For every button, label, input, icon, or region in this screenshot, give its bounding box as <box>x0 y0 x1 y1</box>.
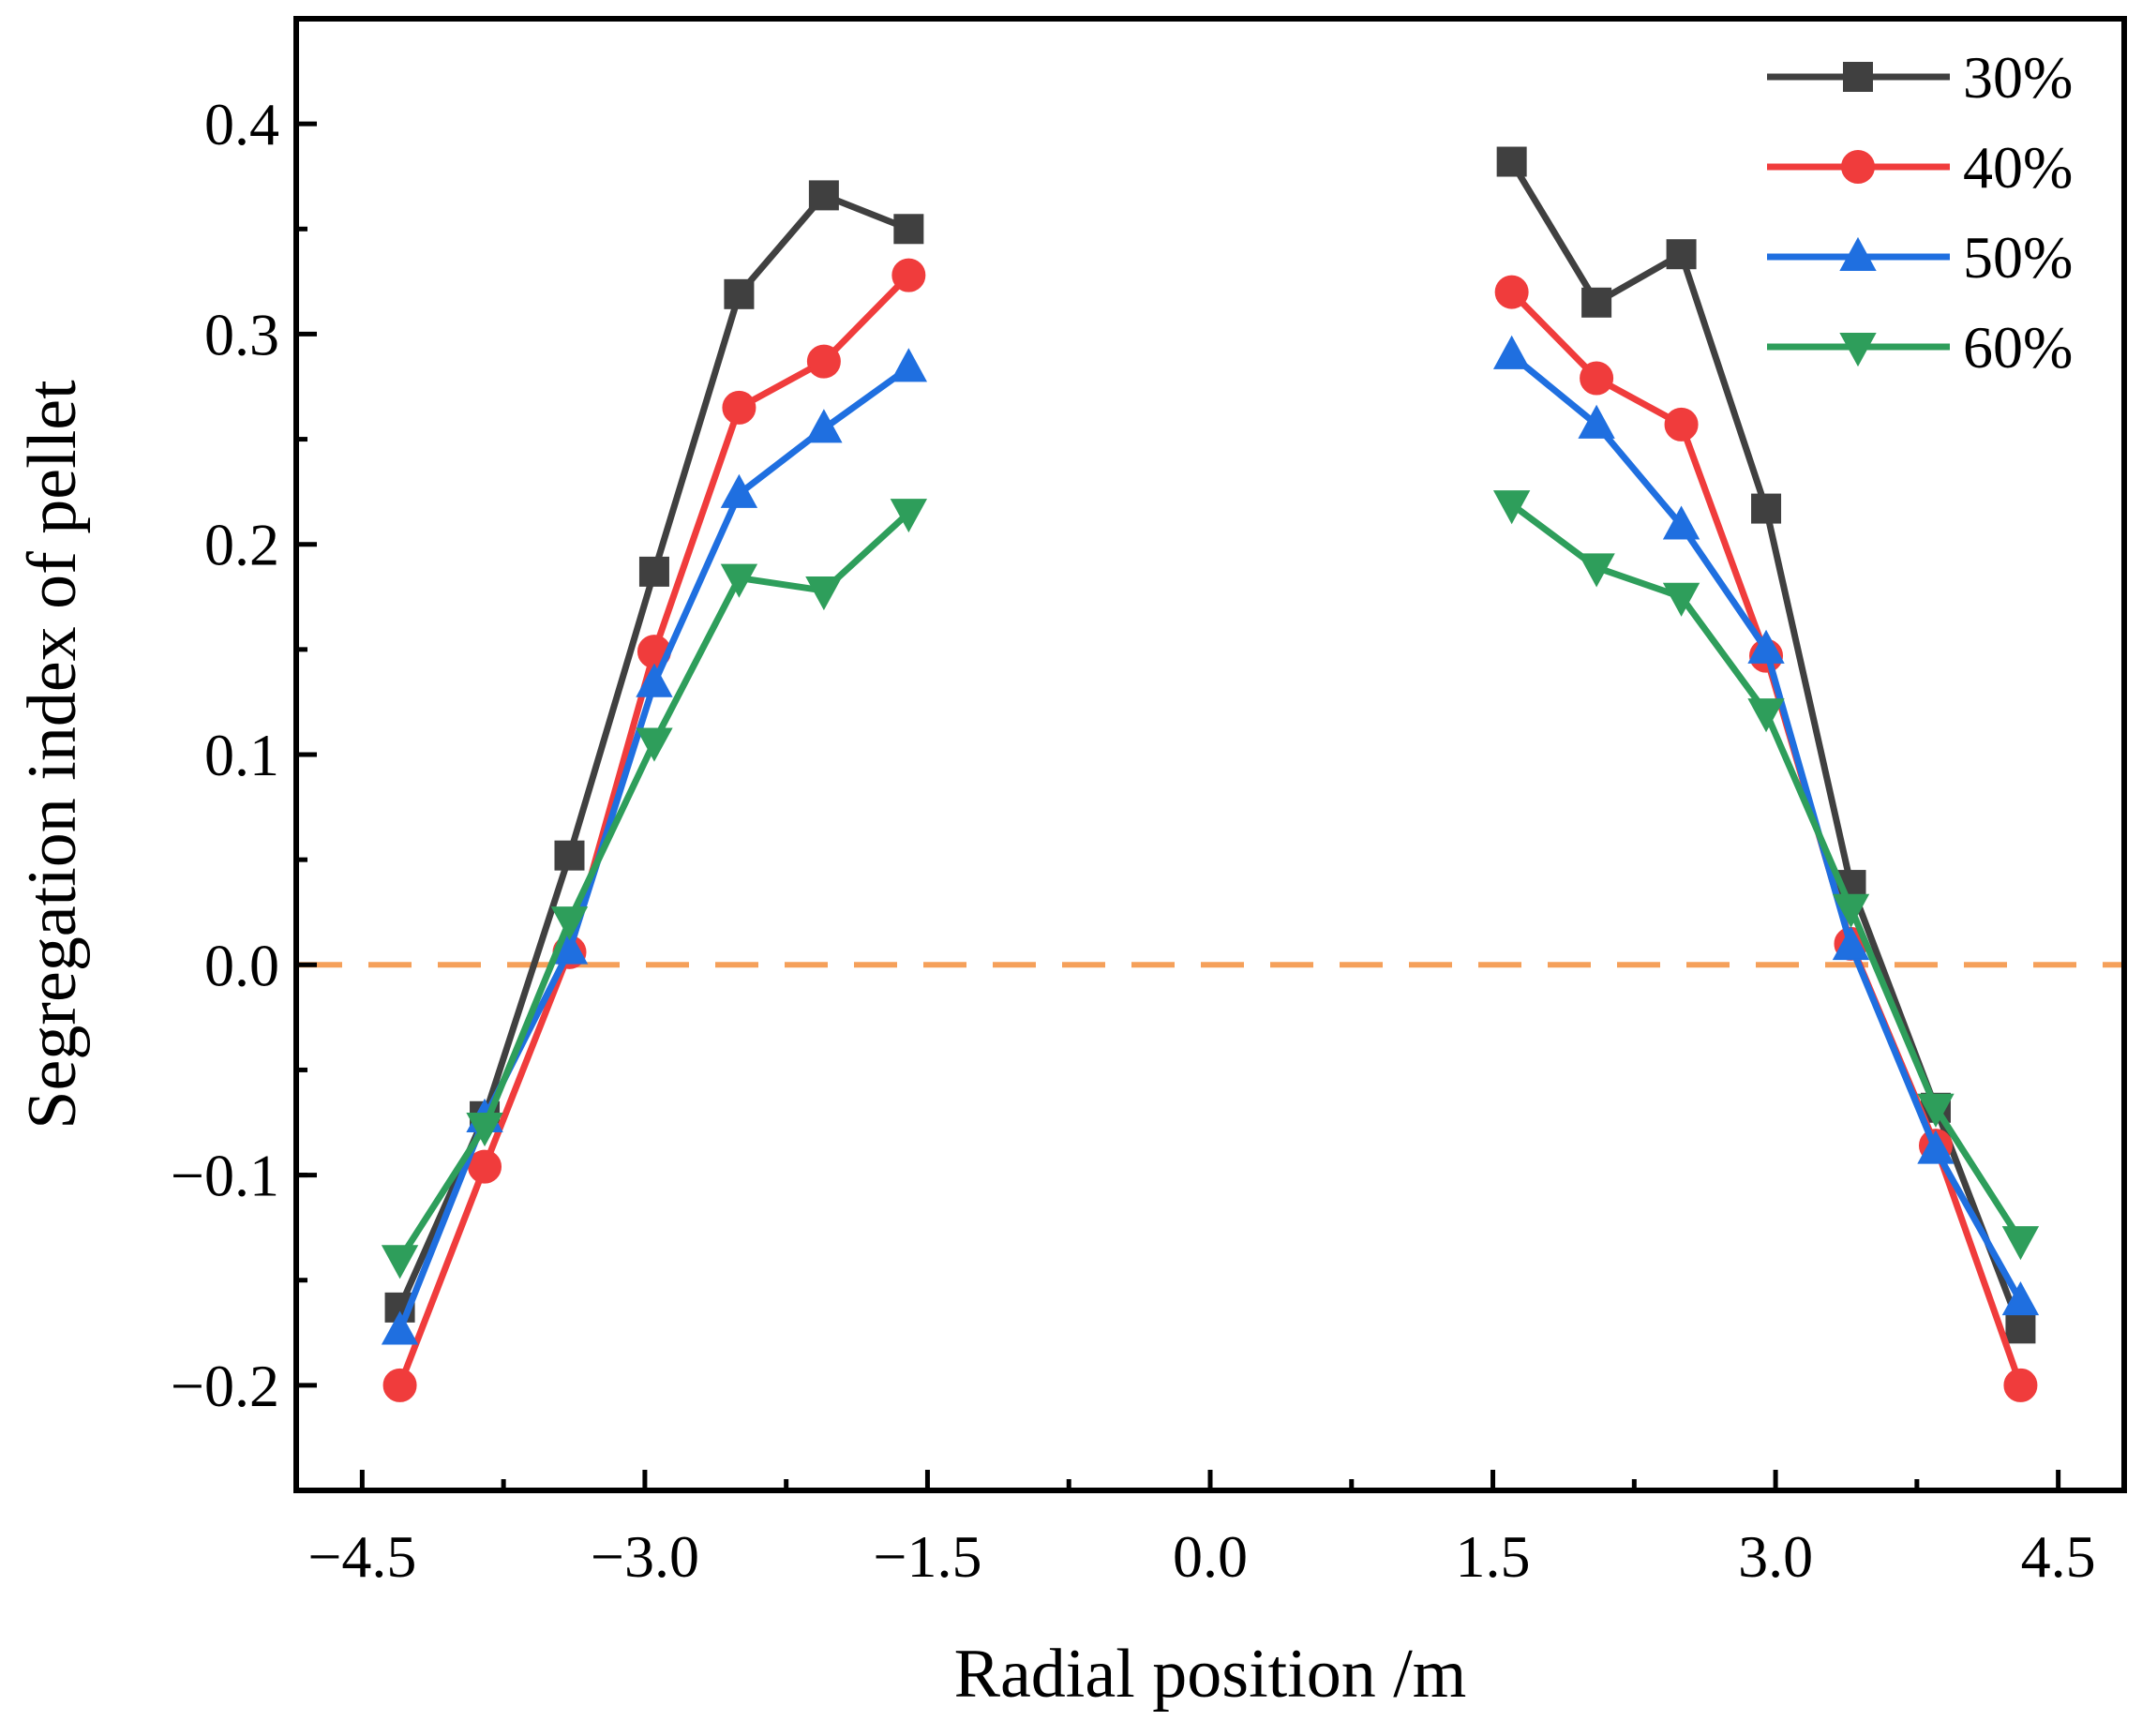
y-tick-label: 0.3 <box>204 301 279 367</box>
y-tick-label: 0.1 <box>204 722 279 788</box>
legend-marker <box>1839 236 1877 271</box>
data-point <box>805 409 843 443</box>
legend-marker <box>1841 150 1875 184</box>
legend-item: 50% <box>1767 224 2073 291</box>
data-point <box>722 390 756 425</box>
y-tick-label: −0.2 <box>171 1353 279 1419</box>
series-1 <box>382 258 2038 1402</box>
data-point <box>1494 275 1529 309</box>
x-tick-label: −3.0 <box>591 1523 699 1590</box>
data-point <box>554 840 585 871</box>
data-point <box>381 1245 419 1280</box>
data-point <box>805 576 843 611</box>
data-point <box>1832 893 1870 928</box>
data-point <box>2001 1226 2040 1261</box>
data-point <box>890 499 928 533</box>
data-point <box>1578 553 1615 588</box>
legend-marker <box>1843 62 1873 92</box>
data-point <box>1662 505 1700 540</box>
legend-item: 40% <box>1767 134 2073 201</box>
data-point <box>890 348 928 382</box>
x-tick-label: −4.5 <box>307 1523 416 1590</box>
y-tick-label: 0.2 <box>204 512 279 578</box>
data-point <box>1662 582 1700 617</box>
legend-label: 40% <box>1963 134 2073 201</box>
data-point <box>2005 1313 2036 1344</box>
data-point <box>1747 629 1785 664</box>
data-point <box>720 473 758 508</box>
y-axis-title: Segregation index of pellet <box>14 380 91 1130</box>
axis-ticks: −4.5 −3.0 −1.5 0.0 1.5 3.0 4.5 −0.2 −0.1 0.0 0.1 0.… <box>171 91 2096 1590</box>
data-point <box>636 663 673 697</box>
x-tick-label: 0.0 <box>1173 1523 1248 1590</box>
legend: 30% 40% 50% 60% <box>1767 44 2073 381</box>
legend-marker <box>1839 333 1877 367</box>
data-point <box>1492 490 1531 525</box>
data-point <box>1832 926 1870 961</box>
data-point <box>636 727 673 762</box>
data-point <box>1496 146 1527 177</box>
series-line-right <box>1509 290 2024 1387</box>
data-point <box>2001 1281 2040 1316</box>
data-point <box>1492 335 1531 369</box>
plot-frame <box>293 16 2127 1493</box>
legend-label: 50% <box>1963 224 2073 291</box>
y-tick-label: 0.4 <box>204 91 279 157</box>
legend-item: 60% <box>1767 314 2073 381</box>
data-point <box>806 344 841 379</box>
data-point <box>720 563 758 598</box>
y-tick-label: 0.0 <box>204 932 279 998</box>
data-point <box>466 1112 503 1147</box>
data-point <box>468 1149 502 1184</box>
data-point <box>1578 404 1615 439</box>
data-point <box>1917 1093 1955 1128</box>
legend-label: 30% <box>1963 44 2073 111</box>
data-point <box>891 258 926 292</box>
data-point <box>638 556 669 587</box>
series-3 <box>381 490 2040 1280</box>
x-tick-label: 1.5 <box>1456 1523 1531 1590</box>
x-tick-label: 4.5 <box>2021 1523 2096 1590</box>
data-point <box>1751 493 1782 524</box>
data-point <box>1664 407 1699 441</box>
data-point <box>1666 239 1697 270</box>
x-tick-label: 3.0 <box>1738 1523 1813 1590</box>
data-point <box>382 1368 417 1402</box>
x-tick-label: −1.5 <box>873 1523 981 1590</box>
data-point <box>724 278 755 309</box>
data-point <box>381 1310 419 1345</box>
data-point <box>550 906 589 941</box>
data-point <box>893 214 924 245</box>
series-layer <box>381 146 2040 1402</box>
data-point <box>1747 698 1785 733</box>
data-point <box>808 180 839 211</box>
legend-item: 30% <box>1767 44 2073 111</box>
data-point <box>2003 1368 2038 1402</box>
legend-label: 60% <box>1963 314 2073 381</box>
data-point <box>1581 287 1612 318</box>
x-axis-title: Radial position /m <box>954 1636 1467 1713</box>
y-tick-label: −0.1 <box>171 1143 279 1209</box>
data-point <box>1580 361 1614 396</box>
series-2 <box>381 335 2040 1345</box>
data-point <box>1917 1130 1955 1164</box>
